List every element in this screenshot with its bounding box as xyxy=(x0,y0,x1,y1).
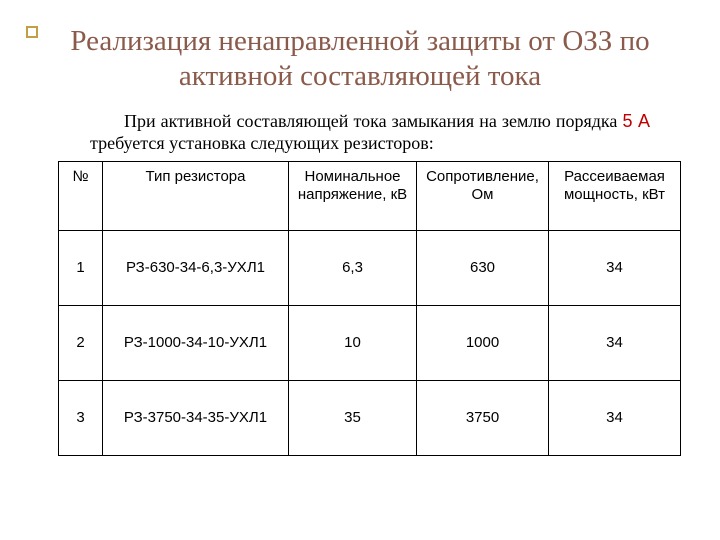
table-row: 2 РЗ-1000-34-10-УХЛ1 10 1000 34 xyxy=(59,305,681,380)
cell: 2 xyxy=(59,305,103,380)
intro-before: При активной составляющей тока замыкания… xyxy=(124,111,622,131)
col-header: Сопротивление, Ом xyxy=(417,161,549,230)
cell: 3750 xyxy=(417,380,549,455)
cell: 6,3 xyxy=(289,230,417,305)
intro-highlight: 5 А xyxy=(622,111,650,131)
cell: РЗ-1000-34-10-УХЛ1 xyxy=(103,305,289,380)
col-header: Рассеиваемая мощность, кВт xyxy=(549,161,681,230)
cell: 1 xyxy=(59,230,103,305)
cell: 34 xyxy=(549,380,681,455)
cell: 35 xyxy=(289,380,417,455)
cell: РЗ-3750-34-35-УХЛ1 xyxy=(103,380,289,455)
cell: 34 xyxy=(549,305,681,380)
cell: РЗ-630-34-6,3-УХЛ1 xyxy=(103,230,289,305)
page-title: Реализация ненаправленной защиты от ОЗЗ … xyxy=(36,24,684,94)
col-header: Номинальное напряжение, кВ xyxy=(289,161,417,230)
intro-after: требуется установка следующих резисторов… xyxy=(90,133,434,153)
cell: 1000 xyxy=(417,305,549,380)
cell: 10 xyxy=(289,305,417,380)
cell: 34 xyxy=(549,230,681,305)
resistor-table: № Тип резистора Номинальное напряжение, … xyxy=(58,161,681,456)
intro-text: При активной составляющей тока замыкания… xyxy=(90,110,650,155)
table-row: 1 РЗ-630-34-6,3-УХЛ1 6,3 630 34 xyxy=(59,230,681,305)
col-header: № xyxy=(59,161,103,230)
title-bullet-icon xyxy=(26,26,38,38)
table-row: 3 РЗ-3750-34-35-УХЛ1 35 3750 34 xyxy=(59,380,681,455)
slide: Реализация ненаправленной защиты от ОЗЗ … xyxy=(0,0,720,540)
cell: 3 xyxy=(59,380,103,455)
table-header-row: № Тип резистора Номинальное напряжение, … xyxy=(59,161,681,230)
col-header: Тип резистора xyxy=(103,161,289,230)
cell: 630 xyxy=(417,230,549,305)
